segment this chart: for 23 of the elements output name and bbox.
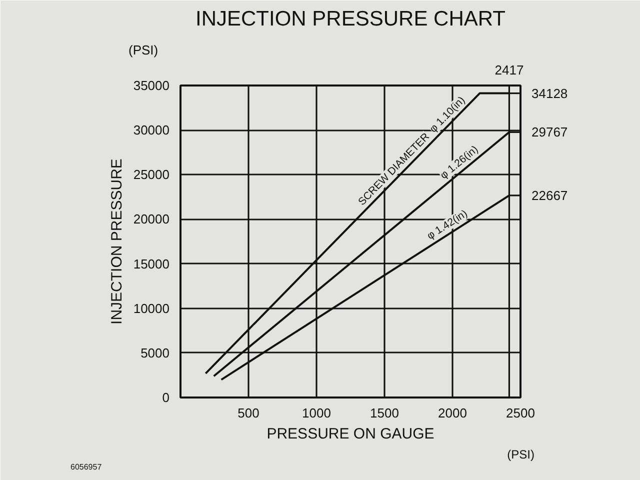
y-tick-label: 15000 — [133, 256, 170, 272]
y-tick-label: 30000 — [133, 122, 170, 138]
data-label: 34128 — [532, 86, 568, 101]
x-tick-label: 500 — [238, 406, 260, 420]
y-tick-label: 35000 — [133, 78, 170, 93]
x-tick-label: 1000 — [302, 406, 331, 420]
y-tick-label: 5000 — [140, 345, 170, 360]
text: (PSI) — [128, 42, 158, 58]
y-tick-label: 0 — [162, 390, 170, 405]
x-axis-title: PRESSURE ON GAUGE — [266, 426, 434, 442]
y-axis-title: INJECTION PRESSURE — [108, 158, 126, 324]
y-tick-label: 25000 — [133, 167, 170, 182]
ref-line-label: 2417 — [494, 62, 524, 78]
text: (PSI) — [507, 448, 535, 462]
x-tick-label: 2500 — [506, 406, 535, 420]
data-label: 29767 — [532, 124, 568, 140]
data-label: 22667 — [532, 188, 568, 203]
x-tick-label: 2000 — [438, 406, 467, 420]
y-tick-label: 10000 — [133, 300, 170, 316]
chart-title: INJECTION PRESSURE CHART — [196, 8, 506, 30]
y-tick-label: 20000 — [133, 212, 170, 227]
text: 6056957 — [70, 462, 102, 472]
x-tick-label: 1500 — [370, 406, 399, 420]
